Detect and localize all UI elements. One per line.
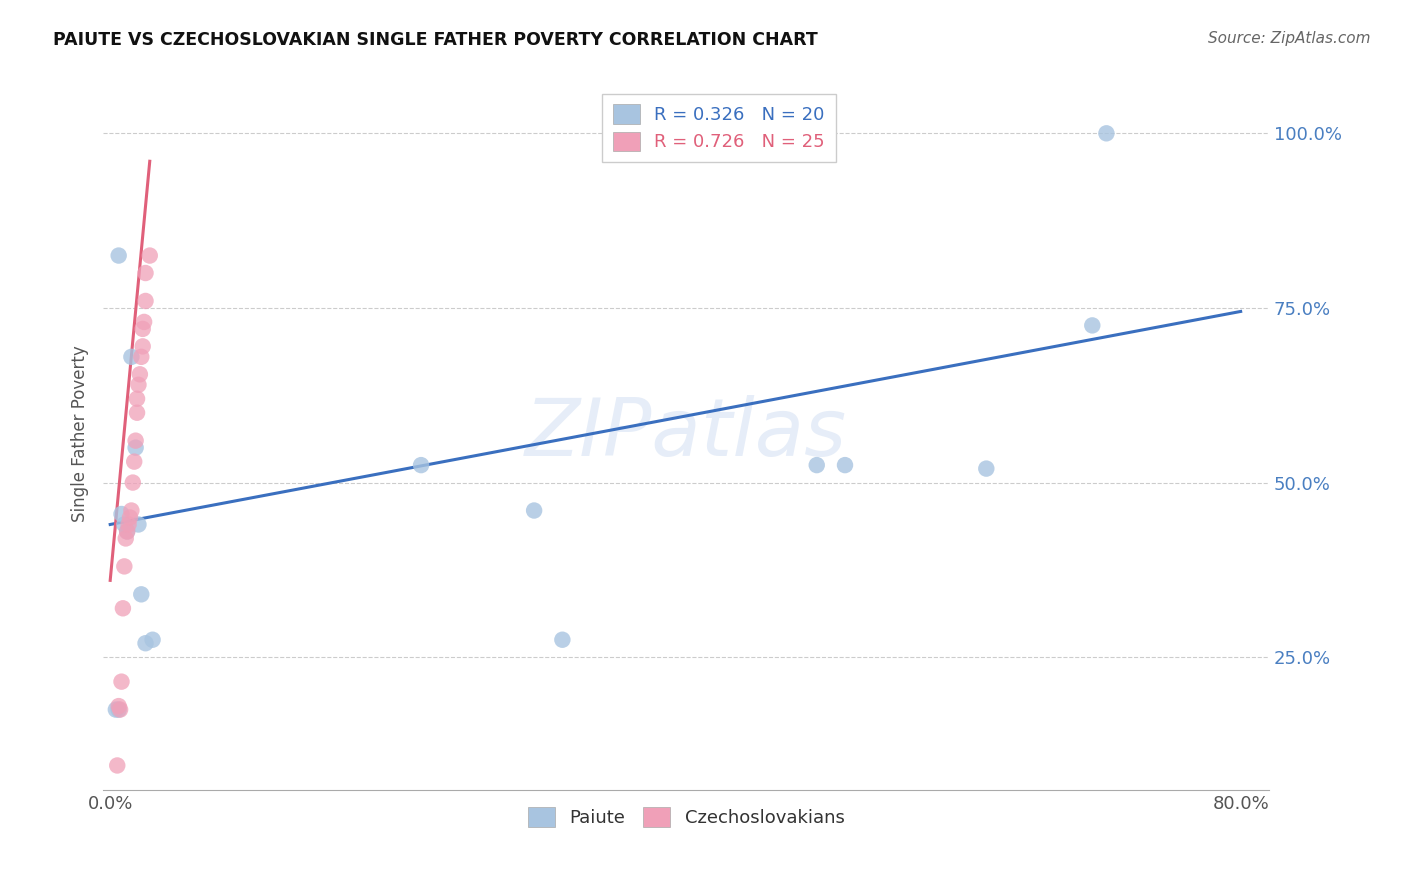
Text: ZIPatlas: ZIPatlas: [524, 394, 846, 473]
Point: [132, 315, 155, 329]
Point: [121, 475, 143, 490]
Point: [523, 503, 546, 517]
Point: [125, 406, 148, 420]
Point: [108, 703, 131, 717]
Point: [112, 559, 135, 574]
Point: [117, 517, 139, 532]
Text: PAIUTE VS CZECHOSLOVAKIAN SINGLE FATHER POVERTY CORRELATION CHART: PAIUTE VS CZECHOSLOVAKIAN SINGLE FATHER …: [53, 31, 818, 49]
Point: [127, 377, 149, 392]
Point: [131, 322, 153, 336]
Point: [127, 517, 149, 532]
Point: [135, 636, 157, 650]
Point: [135, 293, 157, 308]
Point: [976, 461, 998, 475]
Point: [107, 699, 129, 714]
Text: Source: ZipAtlas.com: Source: ZipAtlas.com: [1208, 31, 1371, 46]
Point: [110, 507, 132, 521]
Point: [120, 350, 142, 364]
Point: [551, 632, 574, 647]
Point: [1081, 318, 1104, 333]
Y-axis label: Single Father Poverty: Single Father Poverty: [72, 345, 89, 522]
Point: [834, 458, 856, 472]
Point: [128, 368, 150, 382]
Point: [105, 758, 128, 772]
Point: [118, 510, 141, 524]
Point: [120, 503, 142, 517]
Point: [139, 249, 162, 263]
Point: [115, 524, 138, 539]
Point: [111, 601, 134, 615]
Point: [114, 532, 136, 546]
Point: [129, 587, 152, 601]
Point: [125, 392, 148, 406]
Point: [122, 455, 145, 469]
Point: [129, 350, 152, 364]
Point: [142, 632, 165, 647]
Point: [107, 249, 129, 263]
Point: [115, 524, 138, 539]
Point: [104, 703, 127, 717]
Point: [806, 458, 828, 472]
Point: [110, 674, 132, 689]
Legend: Paiute, Czechoslovakians: Paiute, Czechoslovakians: [520, 800, 852, 834]
Point: [112, 517, 135, 532]
Point: [135, 266, 157, 280]
Point: [131, 339, 153, 353]
Point: [124, 434, 146, 448]
Point: [409, 458, 432, 472]
Point: [124, 441, 146, 455]
Point: [107, 703, 129, 717]
Point: [1095, 126, 1118, 140]
